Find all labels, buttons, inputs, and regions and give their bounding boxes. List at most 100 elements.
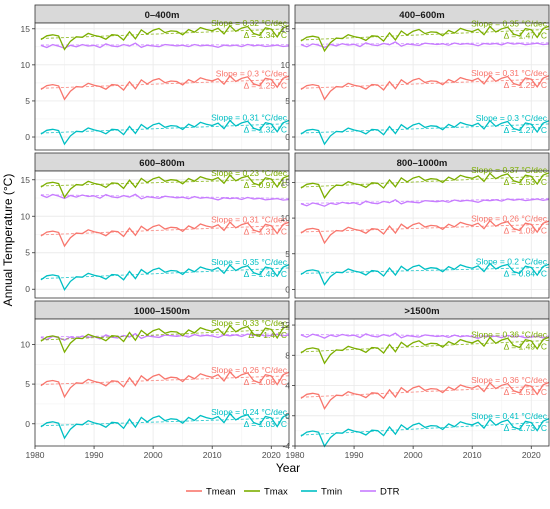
trend-line-tmean [300, 223, 550, 233]
panel: 400–600m Slope = 0.35 °C/dec Δ = 1.47 °C Sl… [281, 4, 550, 151]
y-tick-label: 15 [21, 175, 31, 185]
y-tick-label: 12 [281, 320, 291, 330]
panel-border [294, 318, 550, 447]
x-tick-label: 2020 [262, 450, 281, 460]
y-tick-label: 0 [285, 284, 290, 294]
slope-label: Slope = 0.24 °C/dec [211, 407, 288, 417]
legend-label: Tmax [264, 487, 288, 498]
delta-label: Δ = 1.31 °C [244, 226, 287, 236]
trend-line-dtr [300, 334, 550, 337]
trend-line-tmean [300, 78, 550, 89]
legend-item-dtr: DTR [360, 487, 400, 498]
y-tick-label: 0 [25, 132, 30, 142]
trend-line-tmean [40, 78, 290, 89]
legend-item-tmin: Tmin [301, 487, 342, 498]
trend-line-tmax [300, 340, 550, 353]
panel-border [34, 22, 290, 151]
trend-line-dtr [300, 197, 550, 204]
trend-line-dtr [40, 333, 290, 338]
slope-label: Slope = 0.33 °C/dec [211, 318, 288, 328]
legend-label: DTR [380, 487, 400, 498]
y-tick-label: 4 [285, 381, 290, 391]
delta-label: Δ = 0.84 °C [504, 268, 547, 278]
delta-label: Δ = 1.46 °C [244, 269, 287, 279]
delta-label: Δ = 1.47 °C [504, 30, 547, 40]
x-tick-label: 2020 [522, 450, 541, 460]
trend-line-tmin [40, 123, 290, 134]
legend-label: Tmin [321, 487, 342, 498]
panel-border [34, 318, 290, 447]
slope-label: Slope = 0.41 °C/dec [471, 411, 548, 421]
trend-line-tmin [40, 267, 290, 280]
y-tick-label: 10 [21, 211, 31, 221]
trend-line-dtr [40, 194, 290, 199]
legend-item-tmean: Tmean [186, 487, 236, 498]
trend-line-tmax [40, 178, 290, 187]
slope-label: Slope = 0.2 °C/dec [476, 256, 548, 266]
trend-line-tmax [40, 328, 290, 341]
slope-label: Slope = 0.26 °C/dec [471, 213, 548, 223]
delta-label: Δ = 1.34 °C [244, 30, 287, 40]
y-tick-label: 0 [25, 419, 30, 429]
y-tick-label: 8 [285, 350, 290, 360]
delta-label: Δ = 0.97 °C [244, 180, 287, 190]
delta-label: Δ = 1.49 °C [504, 342, 547, 352]
y-tick-label: 0 [285, 132, 290, 142]
delta-label: Δ = 1.25 °C [244, 80, 287, 90]
trend-line-tmax [300, 28, 550, 41]
panel-title: 600–800m [139, 158, 184, 169]
slope-label: Slope = 0.36 °C/dec [471, 330, 548, 340]
panel: 800–1000m Slope = 0.37 °C/dec Δ = 1.53 °C S… [281, 152, 550, 299]
y-tick-label: 5 [25, 379, 30, 389]
legend-item-tmax: Tmax [244, 487, 288, 498]
slope-label: Slope = 0.31 °C/dec [211, 113, 288, 123]
delta-label: Δ = 1.32 °C [244, 125, 287, 135]
trend-line-tmax [40, 28, 290, 39]
panel-title: 800–1000m [397, 158, 448, 169]
trend-line-tmin [40, 417, 290, 427]
y-tick-label: 15 [21, 24, 31, 34]
panel: 1000–1500m Slope = 0.33 °C/dec Δ = 1.4 °C S… [21, 300, 290, 460]
slope-label: Slope = 0.3 °C/dec [476, 113, 548, 123]
trend-line-tmean [40, 224, 290, 236]
slope-label: Slope = 0.26 °C/dec [211, 365, 288, 375]
delta-label: Δ = 1.27 °C [504, 125, 547, 135]
x-tick-label: 1980 [26, 450, 45, 460]
panel-border [34, 170, 290, 299]
y-tick-label: 10 [281, 213, 291, 223]
y-tick-label: 15 [281, 177, 291, 187]
slope-label: Slope = 0.36 °C/dec [471, 375, 548, 385]
y-tick-label: 10 [21, 339, 31, 349]
trend-line-tmin [300, 421, 550, 436]
y-tick-label: 5 [25, 96, 30, 106]
y-tick-label: -4 [282, 441, 290, 451]
trend-line-tmean [40, 375, 290, 385]
panel-title: 0–400m [145, 10, 180, 21]
x-tick-label: 2010 [463, 450, 482, 460]
delta-label: Δ = 1.53 °C [504, 177, 547, 187]
slope-label: Slope = 0.31 °C/dec [471, 68, 548, 78]
legend-label: Tmean [206, 487, 236, 498]
panel-border [294, 170, 550, 299]
y-tick-label: 10 [281, 60, 291, 70]
delta-label: Δ = 1.09 °C [504, 225, 547, 235]
delta-label: Δ = 1.03 °C [244, 419, 287, 429]
slope-label: Slope = 0.23 °C/dec [211, 168, 288, 178]
x-axis-title: Year [276, 461, 300, 475]
delta-label: Δ = 1.08 °C [244, 377, 287, 387]
trend-line-dtr [300, 42, 550, 45]
x-tick-label: 1990 [345, 450, 364, 460]
plot-background [295, 171, 549, 298]
slope-label: Slope = 0.35 °C/dec [211, 257, 288, 267]
legend: Tmean Tmax Tmin DTR [186, 487, 400, 498]
trend-line-tmax [300, 175, 550, 188]
panel: 600–800m Slope = 0.23 °C/dec Δ = 0.97 °C Sl… [21, 152, 290, 299]
y-tick-label: 5 [285, 249, 290, 259]
y-tick-label: 15 [281, 24, 291, 34]
delta-label: Δ = 1.29 °C [504, 80, 547, 90]
slope-label: Slope = 0.3 °C/dec [216, 68, 288, 78]
slope-label: Slope = 0.35 °C/dec [471, 18, 548, 28]
